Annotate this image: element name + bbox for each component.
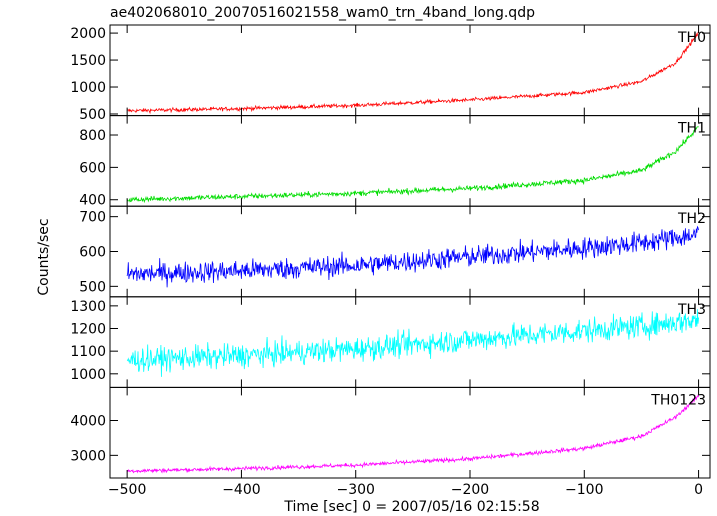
y-tick-label: 600 — [79, 160, 106, 176]
panel-th0123: 3000 4000 TH0123 — [70, 386, 711, 479]
y-tick-label: 500 — [79, 107, 106, 123]
x-tick-label: 0 — [694, 482, 703, 498]
series-line-th2 — [126, 225, 699, 288]
panel-label-th0: TH0 — [677, 30, 706, 46]
y-tick-label: 700 — [79, 210, 106, 226]
y-tick-label: 600 — [79, 245, 106, 261]
y-axis-label: Counts/sec — [36, 218, 52, 295]
panel-label-th2: TH2 — [677, 211, 706, 227]
panel-th1: 400 600 800 TH1 — [79, 115, 711, 209]
y-tick-label: 1300 — [70, 299, 106, 315]
y-tick-label: 1000 — [70, 80, 106, 96]
y-tick-label: 400 — [79, 193, 106, 209]
series-line-th0 — [126, 31, 699, 115]
y-tick-label: 1200 — [70, 322, 106, 338]
y-tick-label: 2000 — [70, 26, 106, 42]
x-tick-label: −300 — [336, 482, 374, 498]
y-tick-label: 1100 — [70, 344, 106, 360]
x-tick-label: −100 — [565, 482, 603, 498]
series-line-th3 — [126, 309, 699, 377]
series-line-th0123 — [126, 394, 699, 474]
y-tick-label: 500 — [79, 279, 106, 295]
x-axis: −500 −400 −300 −200 −100 0 — [108, 482, 703, 498]
x-tick-label: −500 — [108, 482, 146, 498]
panels: 500 1000 1500 2000 TH0 400 600 800 TH1 500 600 700 T… — [70, 24, 711, 479]
panel-frame — [109, 386, 711, 479]
x-axis-label: Time [sec] 0 = 2007/05/16 02:15:58 — [283, 499, 539, 515]
y-tick-label: 4000 — [70, 414, 106, 430]
panel-frame — [109, 115, 711, 207]
chart-title: ae402068010_20070516021558_wam0_trn_4ban… — [110, 5, 535, 21]
x-tick-label: −200 — [451, 482, 489, 498]
panel-label-th0123: TH0123 — [650, 392, 706, 408]
series-line-th1 — [126, 126, 699, 204]
panel-label-th3: TH3 — [677, 302, 706, 318]
y-tick-label: 1500 — [70, 53, 106, 69]
panel-th0: 500 1000 1500 2000 TH0 — [70, 24, 711, 123]
y-tick-label: 1000 — [70, 367, 106, 383]
panel-th3: 1000 1100 1200 1300 TH3 — [70, 296, 711, 388]
panel-th2: 500 600 700 TH2 — [79, 205, 711, 298]
y-tick-label: 800 — [79, 128, 106, 144]
panel-label-th1: TH1 — [677, 121, 706, 137]
x-tick-label: −400 — [222, 482, 260, 498]
y-tick-label: 3000 — [70, 448, 106, 464]
